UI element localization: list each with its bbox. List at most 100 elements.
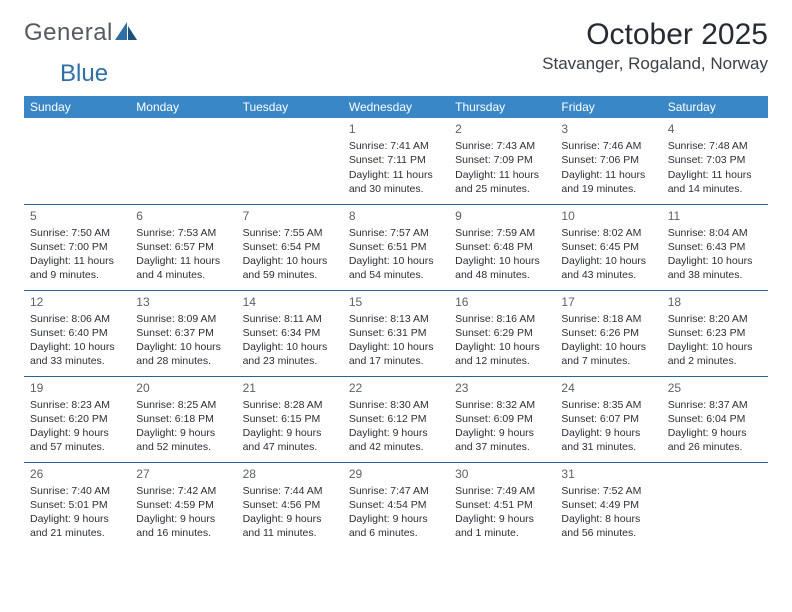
- daylight-text: Daylight: 10 hours and 38 minutes.: [668, 254, 762, 282]
- calendar-day-cell: 7Sunrise: 7:55 AMSunset: 6:54 PMDaylight…: [237, 204, 343, 290]
- day-number: 6: [136, 208, 230, 224]
- day-number: 3: [561, 121, 655, 137]
- calendar-day-cell: [130, 118, 236, 204]
- sunrise-text: Sunrise: 8:06 AM: [30, 312, 124, 326]
- calendar-day-cell: 30Sunrise: 7:49 AMSunset: 4:51 PMDayligh…: [449, 462, 555, 548]
- sunset-text: Sunset: 6:40 PM: [30, 326, 124, 340]
- sunset-text: Sunset: 7:00 PM: [30, 240, 124, 254]
- calendar-day-cell: 16Sunrise: 8:16 AMSunset: 6:29 PMDayligh…: [449, 290, 555, 376]
- day-number: 18: [668, 294, 762, 310]
- sunset-text: Sunset: 5:01 PM: [30, 498, 124, 512]
- day-number: 9: [455, 208, 549, 224]
- sunrise-text: Sunrise: 8:16 AM: [455, 312, 549, 326]
- sunrise-text: Sunrise: 8:13 AM: [349, 312, 443, 326]
- daylight-text: Daylight: 10 hours and 33 minutes.: [30, 340, 124, 368]
- daylight-text: Daylight: 9 hours and 6 minutes.: [349, 512, 443, 540]
- calendar-day-cell: 8Sunrise: 7:57 AMSunset: 6:51 PMDaylight…: [343, 204, 449, 290]
- sunrise-text: Sunrise: 7:52 AM: [561, 484, 655, 498]
- sunrise-text: Sunrise: 8:02 AM: [561, 226, 655, 240]
- weekday-header: Monday: [130, 96, 236, 118]
- day-number: 5: [30, 208, 124, 224]
- calendar-day-cell: 19Sunrise: 8:23 AMSunset: 6:20 PMDayligh…: [24, 376, 130, 462]
- calendar-body: 1Sunrise: 7:41 AMSunset: 7:11 PMDaylight…: [24, 118, 768, 548]
- sunset-text: Sunset: 6:31 PM: [349, 326, 443, 340]
- calendar-week-row: 26Sunrise: 7:40 AMSunset: 5:01 PMDayligh…: [24, 462, 768, 548]
- daylight-text: Daylight: 10 hours and 28 minutes.: [136, 340, 230, 368]
- daylight-text: Daylight: 10 hours and 12 minutes.: [455, 340, 549, 368]
- calendar-day-cell: 17Sunrise: 8:18 AMSunset: 6:26 PMDayligh…: [555, 290, 661, 376]
- calendar-day-cell: [662, 462, 768, 548]
- day-number: 27: [136, 466, 230, 482]
- calendar-day-cell: 3Sunrise: 7:46 AMSunset: 7:06 PMDaylight…: [555, 118, 661, 204]
- sunrise-text: Sunrise: 7:50 AM: [30, 226, 124, 240]
- sunset-text: Sunset: 4:56 PM: [243, 498, 337, 512]
- sunset-text: Sunset: 6:45 PM: [561, 240, 655, 254]
- brand-text-general: General: [24, 19, 113, 47]
- calendar-day-cell: 14Sunrise: 8:11 AMSunset: 6:34 PMDayligh…: [237, 290, 343, 376]
- calendar-day-cell: 26Sunrise: 7:40 AMSunset: 5:01 PMDayligh…: [24, 462, 130, 548]
- daylight-text: Daylight: 9 hours and 31 minutes.: [561, 426, 655, 454]
- brand-logo: General: [24, 18, 141, 47]
- weekday-header: Saturday: [662, 96, 768, 118]
- day-number: 21: [243, 380, 337, 396]
- sunrise-text: Sunrise: 8:25 AM: [136, 398, 230, 412]
- sunrise-text: Sunrise: 8:23 AM: [30, 398, 124, 412]
- sunset-text: Sunset: 6:07 PM: [561, 412, 655, 426]
- daylight-text: Daylight: 9 hours and 11 minutes.: [243, 512, 337, 540]
- calendar-day-cell: 21Sunrise: 8:28 AMSunset: 6:15 PMDayligh…: [237, 376, 343, 462]
- calendar-day-cell: 22Sunrise: 8:30 AMSunset: 6:12 PMDayligh…: [343, 376, 449, 462]
- sunset-text: Sunset: 7:11 PM: [349, 153, 443, 167]
- day-number: 10: [561, 208, 655, 224]
- day-number: 4: [668, 121, 762, 137]
- daylight-text: Daylight: 11 hours and 9 minutes.: [30, 254, 124, 282]
- sunset-text: Sunset: 6:51 PM: [349, 240, 443, 254]
- daylight-text: Daylight: 9 hours and 42 minutes.: [349, 426, 443, 454]
- calendar-day-cell: 5 Sunrise: 7:50 AMSunset: 7:00 PMDaylight…: [24, 204, 130, 290]
- day-number: 25: [668, 380, 762, 396]
- calendar-day-cell: 25Sunrise: 8:37 AMSunset: 6:04 PMDayligh…: [662, 376, 768, 462]
- sunrise-text: Sunrise: 7:47 AM: [349, 484, 443, 498]
- sunrise-text: Sunrise: 7:44 AM: [243, 484, 337, 498]
- daylight-text: Daylight: 11 hours and 19 minutes.: [561, 168, 655, 196]
- sunrise-text: Sunrise: 8:30 AM: [349, 398, 443, 412]
- calendar-day-cell: 4Sunrise: 7:48 AMSunset: 7:03 PMDaylight…: [662, 118, 768, 204]
- sunrise-text: Sunrise: 8:18 AM: [561, 312, 655, 326]
- brand-sail-icon: [113, 20, 139, 47]
- daylight-text: Daylight: 10 hours and 17 minutes.: [349, 340, 443, 368]
- calendar-week-row: 5Sunrise: 7:50 AMSunset: 7:00 PMDaylight…: [24, 204, 768, 290]
- daylight-text: Daylight: 9 hours and 21 minutes.: [30, 512, 124, 540]
- sunrise-text: Sunrise: 8:35 AM: [561, 398, 655, 412]
- day-number: 28: [243, 466, 337, 482]
- title-month: October 2025: [542, 18, 768, 52]
- calendar-day-cell: 11Sunrise: 8:04 AMSunset: 6:43 PMDayligh…: [662, 204, 768, 290]
- day-number: 11: [668, 208, 762, 224]
- daylight-text: Daylight: 11 hours and 25 minutes.: [455, 168, 549, 196]
- day-number: 1: [349, 121, 443, 137]
- day-number: 2: [455, 121, 549, 137]
- calendar-day-cell: 13Sunrise: 8:09 AMSunset: 6:37 PMDayligh…: [130, 290, 236, 376]
- day-number: 17: [561, 294, 655, 310]
- day-number: 30: [455, 466, 549, 482]
- calendar-day-cell: 10Sunrise: 8:02 AMSunset: 6:45 PMDayligh…: [555, 204, 661, 290]
- daylight-text: Daylight: 10 hours and 48 minutes.: [455, 254, 549, 282]
- day-number: 23: [455, 380, 549, 396]
- sunrise-text: Sunrise: 8:28 AM: [243, 398, 337, 412]
- day-number: 16: [455, 294, 549, 310]
- daylight-text: Daylight: 9 hours and 37 minutes.: [455, 426, 549, 454]
- sunrise-text: Sunrise: 7:43 AM: [455, 139, 549, 153]
- sunset-text: Sunset: 6:43 PM: [668, 240, 762, 254]
- sunset-text: Sunset: 6:04 PM: [668, 412, 762, 426]
- sunrise-text: Sunrise: 8:20 AM: [668, 312, 762, 326]
- sunset-text: Sunset: 6:54 PM: [243, 240, 337, 254]
- sunset-text: Sunset: 7:03 PM: [668, 153, 762, 167]
- weekday-header: Friday: [555, 96, 661, 118]
- day-number: 31: [561, 466, 655, 482]
- daylight-text: Daylight: 10 hours and 54 minutes.: [349, 254, 443, 282]
- sunset-text: Sunset: 7:09 PM: [455, 153, 549, 167]
- calendar-day-cell: 27Sunrise: 7:42 AMSunset: 4:59 PMDayligh…: [130, 462, 236, 548]
- sunrise-text: Sunrise: 7:53 AM: [136, 226, 230, 240]
- sunset-text: Sunset: 6:09 PM: [455, 412, 549, 426]
- daylight-text: Daylight: 11 hours and 30 minutes.: [349, 168, 443, 196]
- daylight-text: Daylight: 9 hours and 52 minutes.: [136, 426, 230, 454]
- weekday-header: Tuesday: [237, 96, 343, 118]
